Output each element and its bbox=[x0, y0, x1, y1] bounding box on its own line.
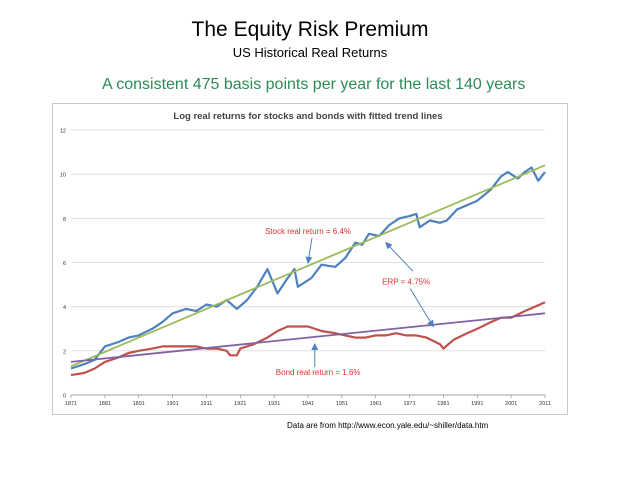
chart-svg: Log real returns for stocks and bonds wi… bbox=[60, 111, 551, 407]
y-tick-label: 4 bbox=[63, 305, 66, 311]
y-tick-label: 2 bbox=[63, 349, 66, 355]
x-tick-label: 1891 bbox=[133, 401, 145, 407]
x-tick-label: 1871 bbox=[65, 401, 77, 407]
x-tick-label: 1931 bbox=[268, 401, 280, 407]
x-tick-label: 2011 bbox=[539, 401, 551, 407]
bond-series-line bbox=[70, 301, 546, 377]
chart-frame: Log real returns for stocks and bonds wi… bbox=[52, 103, 568, 415]
erp-arrow-up bbox=[385, 241, 414, 272]
erp-arrow-down bbox=[409, 288, 434, 328]
stock-annotation-arrow bbox=[305, 237, 313, 264]
y-tick-label: 12 bbox=[60, 129, 66, 135]
headline: A consistent 475 basis points per year f… bbox=[102, 76, 526, 93]
stock-return-annotation: Stock real return = 6.4% bbox=[265, 227, 351, 236]
x-tick-label: 1911 bbox=[201, 401, 213, 407]
x-tick-label: 1881 bbox=[99, 401, 111, 407]
stock-series-line bbox=[70, 166, 546, 370]
slide-subtitle: US Historical Real Returns bbox=[232, 45, 388, 60]
x-tick-label: 1991 bbox=[471, 401, 483, 407]
source-note: Data are from http://www.econ.yale.edu/~… bbox=[287, 421, 489, 430]
y-tick-label: 8 bbox=[63, 217, 66, 223]
x-tick-label: 2001 bbox=[505, 401, 517, 407]
x-tick-label: 1921 bbox=[234, 401, 246, 407]
slide-title: The Equity Risk Premium bbox=[191, 18, 429, 41]
bond-return-annotation: Bond real return = 1.6% bbox=[276, 368, 361, 377]
x-tick-label: 1951 bbox=[336, 401, 348, 407]
stock-trend-line bbox=[70, 164, 546, 368]
x-tick-label: 1901 bbox=[166, 401, 178, 407]
x-tick-label: 1941 bbox=[302, 401, 314, 407]
bond-trend-line bbox=[70, 312, 546, 363]
erp-annotation: ERP = 4.75% bbox=[382, 278, 430, 287]
x-tick-label: 1971 bbox=[403, 401, 415, 407]
y-tick-label: 0 bbox=[63, 394, 66, 400]
x-tick-label: 1961 bbox=[370, 401, 382, 407]
y-tick-label: 6 bbox=[63, 261, 66, 267]
y-tick-label: 10 bbox=[60, 173, 66, 179]
chart-title: Log real returns for stocks and bonds wi… bbox=[173, 111, 442, 122]
x-tick-label: 1981 bbox=[437, 401, 449, 407]
